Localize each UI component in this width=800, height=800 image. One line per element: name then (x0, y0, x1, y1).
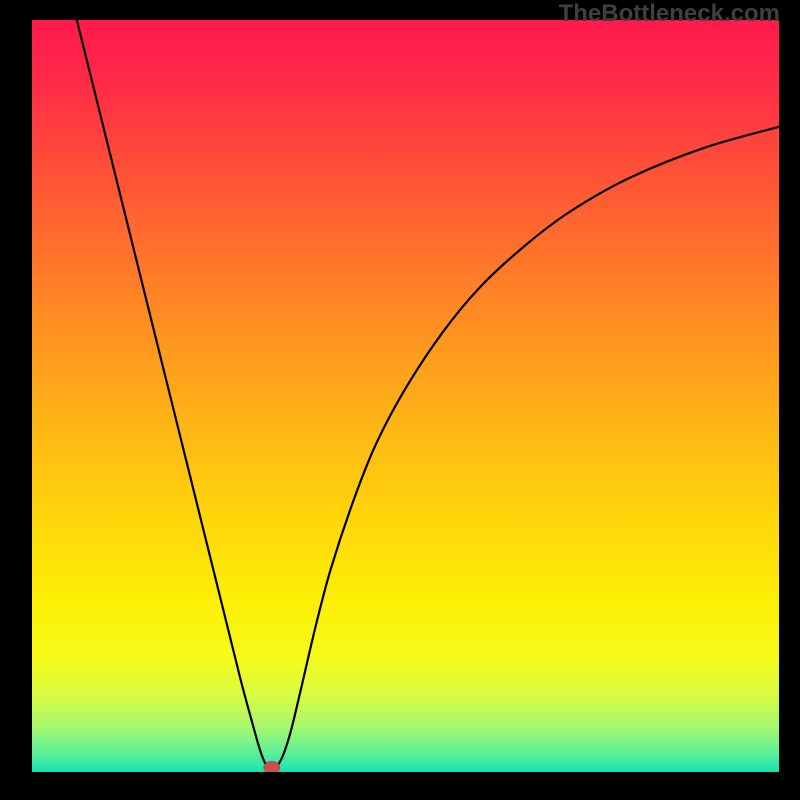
chart-svg (32, 20, 779, 772)
plot-area (32, 20, 779, 772)
gradient-background (32, 20, 779, 772)
watermark-text: TheBottleneck.com (559, 0, 780, 28)
